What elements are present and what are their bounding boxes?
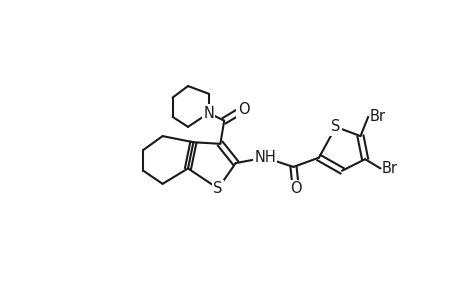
Text: S: S — [330, 119, 340, 134]
Text: NH: NH — [253, 150, 275, 165]
Text: O: O — [237, 102, 249, 117]
Text: N: N — [203, 106, 214, 121]
Text: O: O — [289, 181, 301, 196]
Text: S: S — [213, 181, 222, 196]
Text: Br: Br — [381, 161, 397, 176]
Text: Br: Br — [369, 109, 385, 124]
